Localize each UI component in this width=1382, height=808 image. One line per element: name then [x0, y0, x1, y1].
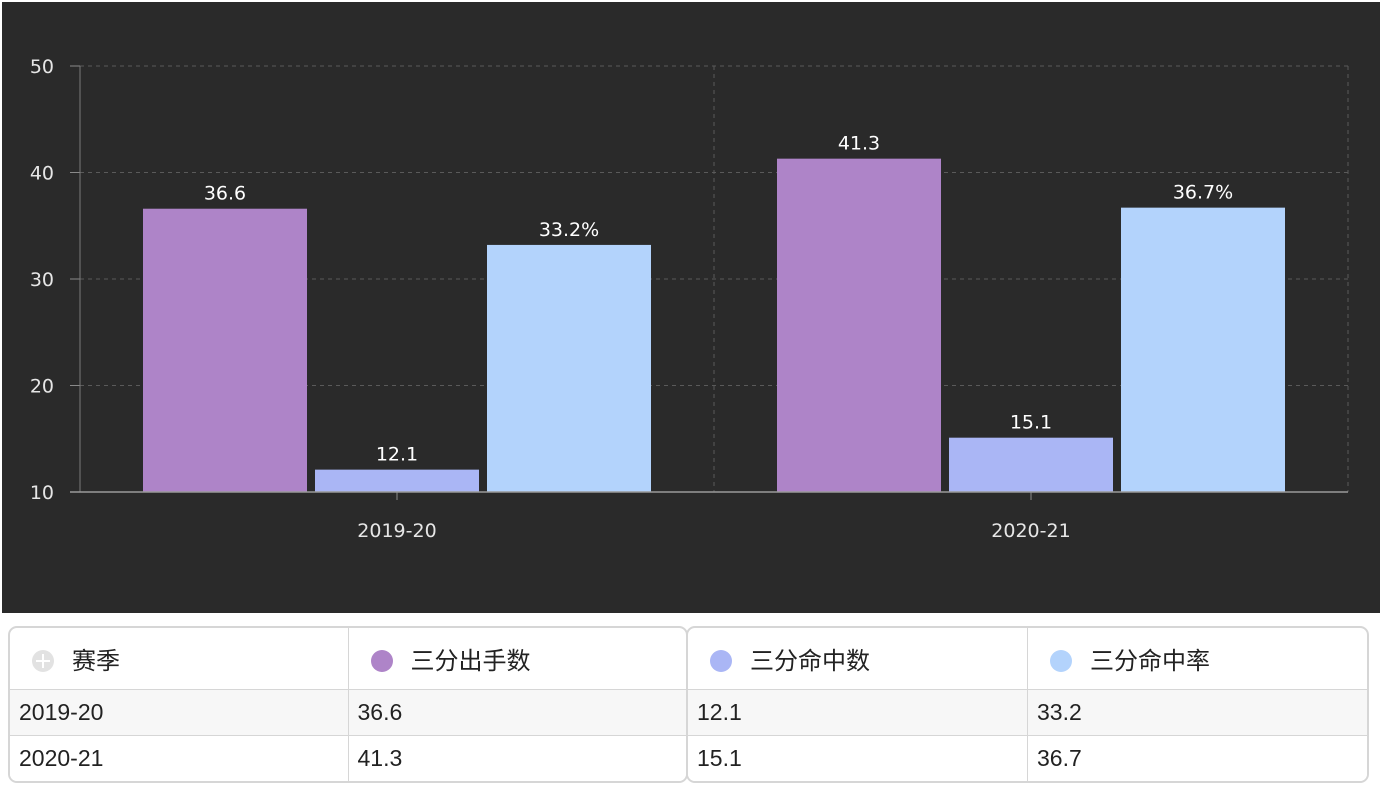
- table-right-section: 三分命中数 三分命中率 12.1 33.2 15.1 36.7: [686, 626, 1369, 783]
- cell-season: 2020-21: [10, 735, 349, 781]
- table-left-section: 赛季 三分出手数 2019-20 36.6 2020-21 41.3: [8, 626, 688, 783]
- y-tick-label: 40: [30, 163, 54, 185]
- header-series-2[interactable]: 三分命中率: [1027, 628, 1367, 690]
- x-tick-label: 2020-21: [991, 520, 1070, 542]
- cell-value: 15.1: [688, 735, 1028, 781]
- y-tick-label: 50: [30, 56, 54, 78]
- table-row: 2019-20 36.6: [10, 689, 686, 736]
- data-label: 36.7%: [1173, 182, 1233, 204]
- cell-value: 33.2: [1027, 689, 1367, 736]
- legend-dot-icon: [370, 650, 393, 672]
- data-label: 41.3: [838, 133, 880, 155]
- table-row: 15.1 36.7: [688, 735, 1367, 781]
- table-row: 12.1 33.2: [688, 689, 1367, 736]
- data-label: 33.2%: [539, 219, 599, 241]
- header-season[interactable]: 赛季: [10, 628, 349, 690]
- y-tick-label: 20: [30, 376, 54, 398]
- y-tick-label: 10: [30, 482, 54, 504]
- chart-panel: 10 20 30 40 50 36.6 12.1 33.2% 2019-20 41.3 15.1 36…: [2, 2, 1380, 613]
- cell-season: 2019-20: [10, 689, 349, 736]
- plus-icon[interactable]: [32, 650, 54, 672]
- cell-value: 36.7: [1027, 735, 1367, 781]
- x-tick-label: 2019-20: [357, 520, 436, 542]
- bar: [143, 208, 307, 492]
- table-row: 2020-21 41.3: [10, 735, 686, 781]
- cell-value: 41.3: [347, 735, 686, 781]
- header-series-0-label: 三分出手数: [410, 648, 531, 675]
- header-series-1[interactable]: 三分命中数: [688, 628, 1028, 690]
- bar: [1121, 207, 1285, 492]
- cell-value: 36.6: [347, 689, 686, 736]
- header-season-label: 赛季: [72, 648, 120, 675]
- bar: [777, 158, 941, 492]
- header-series-0[interactable]: 三分出手数: [347, 628, 686, 690]
- header-series-2-label: 三分命中率: [1090, 648, 1210, 675]
- table-header-row: 三分命中数 三分命中率: [688, 628, 1367, 690]
- header-series-1-label: 三分命中数: [750, 648, 870, 675]
- bar-chart: 10 20 30 40 50 36.6 12.1 33.2% 2019-20 41.3 15.1 36…: [30, 56, 1349, 542]
- data-table: 赛季 三分出手数 2019-20 36.6 2020-21 41.3 三分命中数: [8, 626, 1369, 783]
- bar: [487, 244, 651, 492]
- data-label: 36.6: [204, 183, 246, 205]
- data-label: 12.1: [376, 444, 418, 466]
- data-label: 15.1: [1010, 412, 1052, 434]
- cell-value: 12.1: [688, 689, 1028, 736]
- legend-dot-icon: [710, 650, 732, 672]
- legend-dot-icon: [1050, 650, 1072, 672]
- y-tick-label: 30: [30, 269, 54, 291]
- bar: [315, 469, 479, 492]
- table-header-row: 赛季 三分出手数: [10, 628, 686, 690]
- bar: [949, 437, 1113, 492]
